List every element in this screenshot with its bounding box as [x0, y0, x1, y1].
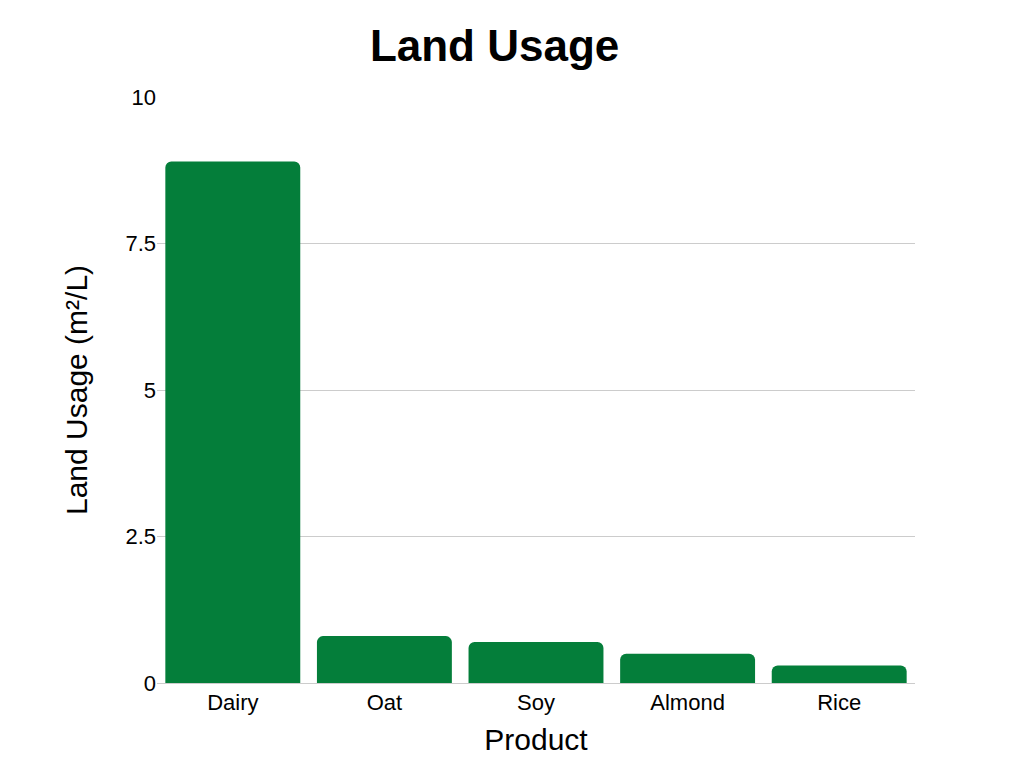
svg-text:10: 10	[132, 85, 156, 110]
svg-text:Land Usage (m²/L): Land Usage (m²/L)	[60, 265, 93, 515]
svg-text:7.5: 7.5	[125, 231, 156, 256]
svg-text:Rice: Rice	[817, 690, 861, 715]
svg-text:Product: Product	[484, 723, 588, 756]
svg-text:Soy: Soy	[517, 690, 555, 715]
svg-text:2.5: 2.5	[125, 524, 156, 549]
svg-text:5: 5	[144, 378, 156, 403]
svg-text:Land Usage: Land Usage	[370, 21, 619, 70]
svg-text:Oat: Oat	[367, 690, 402, 715]
svg-text:Almond: Almond	[650, 690, 725, 715]
svg-text:0: 0	[144, 671, 156, 696]
svg-text:Dairy: Dairy	[207, 690, 258, 715]
